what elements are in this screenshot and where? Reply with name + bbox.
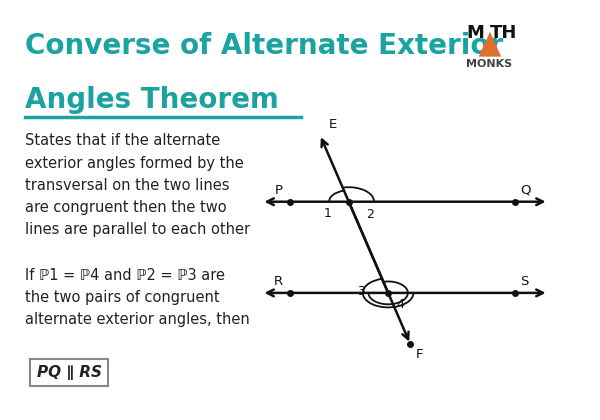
- Text: MONKS: MONKS: [466, 59, 512, 69]
- Text: 1: 1: [323, 207, 331, 220]
- Text: 2: 2: [366, 208, 374, 221]
- Polygon shape: [479, 32, 501, 57]
- Text: R: R: [274, 275, 283, 288]
- Text: Angles Theorem: Angles Theorem: [25, 86, 279, 114]
- Text: TH: TH: [490, 24, 517, 42]
- Text: 3: 3: [357, 285, 365, 298]
- Text: F: F: [416, 347, 424, 360]
- Text: M: M: [466, 24, 484, 42]
- Text: PQ ∥ RS: PQ ∥ RS: [37, 365, 101, 380]
- Text: S: S: [520, 275, 529, 288]
- Text: P: P: [275, 184, 283, 197]
- Text: If ℙ1 = ℙ4 and ℙ2 = ℙ3 are
the two pairs of congruent
alternate exterior angles,: If ℙ1 = ℙ4 and ℙ2 = ℙ3 are the two pairs…: [25, 268, 250, 328]
- Text: Converse of Alternate Exterior: Converse of Alternate Exterior: [25, 32, 503, 60]
- Text: States that if the alternate
exterior angles formed by the
transversal on the tw: States that if the alternate exterior an…: [25, 133, 250, 237]
- Text: 4: 4: [397, 298, 404, 311]
- Text: Q: Q: [520, 184, 531, 197]
- Text: E: E: [329, 118, 337, 131]
